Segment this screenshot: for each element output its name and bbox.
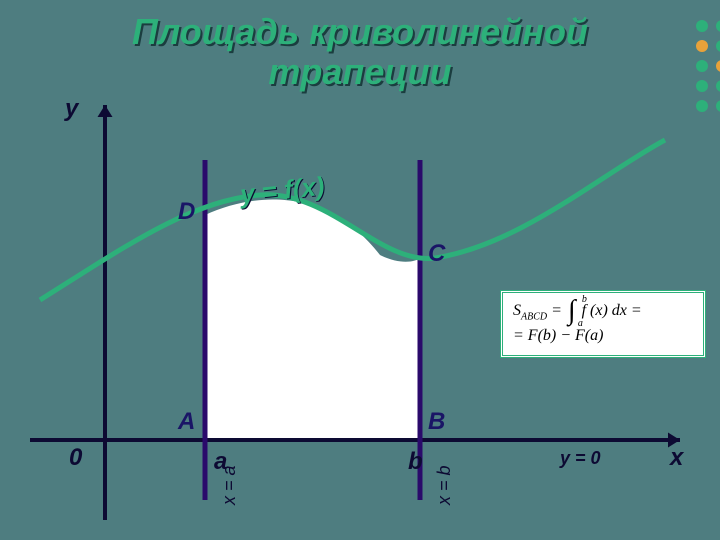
formula-box: SABCD = b∫a f (x) dx = = F(b) − F(a) [500,290,706,358]
tick-b: b [408,448,423,476]
plot-svg [0,0,720,540]
vline-a-label: x = a [219,465,240,505]
filled-region [205,200,420,440]
point-C: C [428,240,445,268]
y-axis-label: y [65,95,78,123]
point-B: B [428,408,445,436]
vline-b-label: x = b [434,465,455,505]
x-axis-label: x [670,444,683,472]
point-D: D [178,198,195,226]
formula-line-1: SABCD = b∫a f (x) dx = [513,297,693,326]
point-A: A [178,408,195,436]
origin-label: 0 [69,444,82,472]
y-zero-label: y = 0 [560,448,601,469]
formula-line-2: = F(b) − F(a) [513,326,693,347]
